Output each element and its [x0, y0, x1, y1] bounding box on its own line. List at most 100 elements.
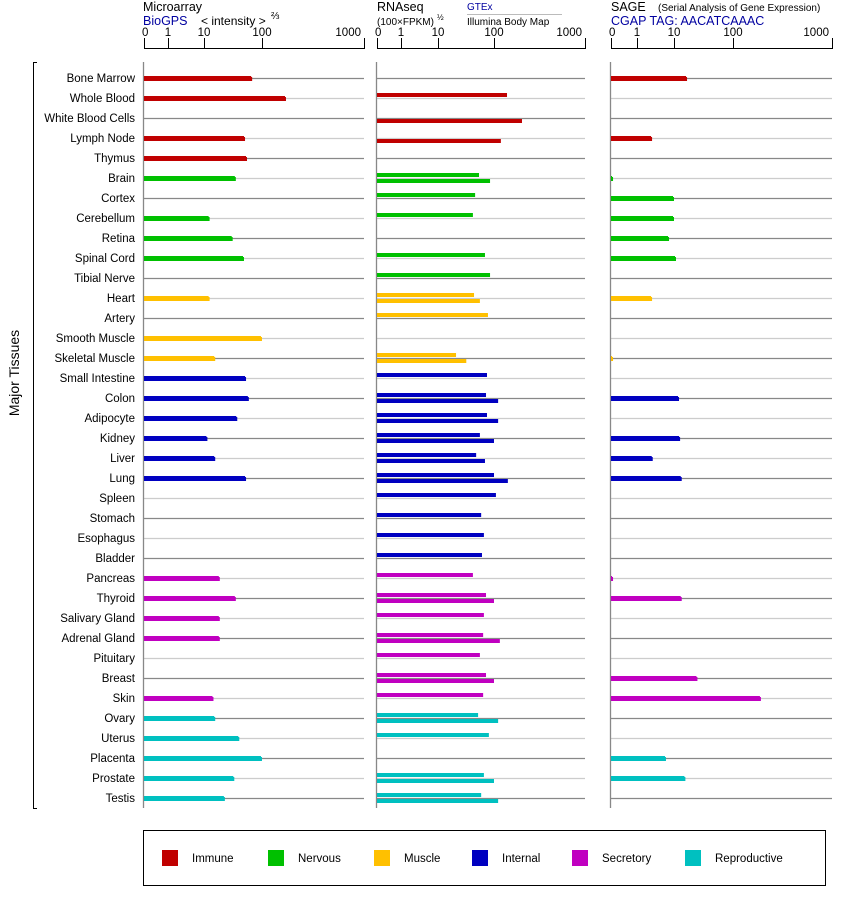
tissue-row: Stomach	[90, 513, 482, 525]
sage-bar-cap	[679, 597, 682, 601]
legend-swatch	[374, 850, 390, 866]
illumina-bar	[377, 599, 494, 603]
microarray-bar-cap	[222, 797, 225, 801]
microarray-bar	[144, 256, 243, 261]
tissue-label: Breast	[102, 673, 136, 685]
gtex-bar	[377, 253, 485, 257]
microarray-tick-label: 0	[142, 27, 148, 39]
illumina-bar	[377, 719, 499, 723]
tissue-row: Thyroid	[97, 593, 682, 605]
tissue-label: Skin	[113, 693, 135, 705]
tissue-label: Prostate	[92, 773, 135, 785]
illumina-bar	[377, 139, 501, 143]
tissue-label: Heart	[107, 293, 136, 305]
tissue-row: Cortex	[101, 193, 675, 205]
legend-item-internal: Internal	[472, 850, 540, 866]
tissue-row: Liver	[110, 453, 653, 465]
microarray-bar-cap	[283, 97, 286, 101]
biogps-link[interactable]: BioGPS	[143, 14, 187, 28]
sage-bar	[611, 396, 679, 401]
microarray-bar	[144, 756, 261, 761]
microarray-title: Microarray	[143, 0, 203, 14]
tissue-row: Testis	[106, 793, 499, 805]
microarray-bar	[144, 716, 215, 721]
tissue-label: Whole Blood	[70, 93, 135, 105]
microarray-bar	[144, 636, 219, 641]
legend-swatch	[572, 850, 588, 866]
microarray-bar-cap	[243, 137, 246, 141]
tissue-row: Bone Marrow	[67, 73, 688, 85]
microarray-bar-cap	[207, 217, 210, 221]
sage-bar	[611, 456, 652, 461]
microarray-bar-cap	[245, 157, 248, 161]
microarray-bar-cap	[211, 697, 214, 701]
illumina-bar	[377, 779, 494, 783]
tissue-row: Spinal Cord	[75, 253, 677, 265]
microarray-tick-label: 10	[198, 27, 211, 39]
legend-label: Internal	[502, 853, 540, 865]
microarray-bar-cap	[217, 637, 220, 641]
microarray-bar	[144, 616, 219, 621]
legend-item-immune: Immune	[162, 850, 234, 866]
sage-tag-link[interactable]: CGAP TAG: AACATCAAAC	[611, 14, 764, 28]
tissue-label: Kidney	[100, 433, 135, 445]
legend-item-secretory: Secretory	[572, 850, 651, 866]
tissue-label: Small Intestine	[60, 373, 135, 385]
gtex-bar	[377, 493, 496, 497]
microarray-bar	[144, 356, 215, 361]
sage-bar-cap	[683, 777, 686, 781]
panels: 0 1 10 100 1000 0 1 10 100 1000 0 1 10 100 1000	[142, 27, 833, 808]
sage-bar	[611, 696, 760, 701]
tissue-row: Colon	[105, 393, 680, 405]
sage-bar-cap	[674, 257, 677, 261]
gtex-bar	[377, 313, 488, 317]
sage-bar-cap	[650, 457, 653, 461]
gtex-bar	[377, 273, 491, 277]
microarray-bar-cap	[217, 617, 220, 621]
tissue-label: Adrenal Gland	[61, 633, 135, 645]
gtex-bar	[377, 393, 487, 397]
sage-bar-cap	[672, 197, 675, 201]
sage-tick-label: 0	[609, 27, 615, 39]
tissue-row: Lymph Node	[70, 133, 653, 145]
sage-bar-cap	[695, 677, 698, 681]
tissue-row: Pancreas	[86, 573, 614, 585]
y-axis-label: Major Tissues	[6, 330, 22, 416]
gtex-bar	[377, 533, 484, 537]
tissue-row: Retina	[102, 233, 670, 245]
gtex-link[interactable]: GTEx	[467, 2, 493, 13]
sage-bar-cap	[678, 437, 681, 441]
illumina-bar	[377, 459, 485, 463]
microarray-bar	[144, 396, 248, 401]
illumina-bar	[377, 179, 491, 183]
tissue-label: Spinal Cord	[75, 253, 135, 265]
sage-axis: 0 1 10 100 1000	[609, 27, 833, 808]
tissue-row: Ovary	[104, 713, 499, 725]
tissue-label: Lung	[109, 473, 135, 485]
microarray-bar	[144, 96, 285, 101]
gtex-bar	[377, 633, 484, 637]
sage-bar-cap	[663, 757, 666, 761]
rnaseq-tick-label: 0	[375, 27, 381, 39]
tissue-row: Smooth Muscle	[56, 333, 262, 345]
microarray-bar	[144, 596, 235, 601]
tissue-row: Bladder	[95, 553, 482, 565]
tissue-row: Salivary Gland	[60, 613, 484, 625]
tissue-label: Testis	[106, 793, 136, 805]
microarray-bar	[144, 176, 235, 181]
microarray-tick-label: 1	[165, 27, 171, 39]
sage-tick-label: 100	[723, 27, 742, 39]
tissue-label: Lymph Node	[70, 133, 135, 145]
rnaseq-title: RNAseq	[377, 0, 424, 14]
microarray-bar	[144, 796, 224, 801]
rnaseq-tick-label: 1000	[556, 27, 582, 39]
tissue-row: Kidney	[100, 433, 681, 445]
sage-bar	[611, 76, 687, 81]
legend-item-reproductive: Reproductive	[685, 850, 783, 866]
tissue-label: Smooth Muscle	[56, 333, 135, 345]
sage-title: SAGE	[611, 0, 646, 14]
illumina-bar	[377, 799, 499, 803]
rnaseq-tick-label: 1	[398, 27, 404, 39]
tissue-label: Bone Marrow	[67, 73, 136, 85]
